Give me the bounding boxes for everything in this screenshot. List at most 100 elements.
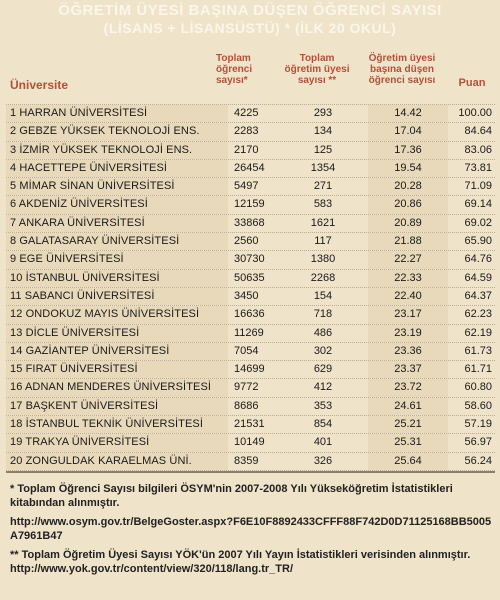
header-ratio: Öğretim üyesi başına düşen öğrenci sayıs…	[368, 53, 436, 86]
score-cell: 61.71	[464, 363, 492, 376]
table-row: 3 İZMİR YÜKSEK TEKNOLOJİ ENS. 2170 125 17.3…	[6, 141, 495, 160]
row-shade-name	[6, 141, 228, 159]
footnote-faculty: ** Toplam Öğretim Üyesi Sayısı YÖK'ün 20…	[10, 548, 492, 576]
university-name-cell: 15 FIRAT ÜNİVERSİTESİ	[10, 363, 138, 376]
footnote-students: * Toplam Öğrenci Sayısı bilgileri ÖSYM'n…	[10, 483, 453, 509]
header-score: Puan	[458, 77, 486, 89]
students-cell: 14699	[234, 363, 265, 376]
university-name-cell: 8 GALATASARAY ÜNİVERSİTESİ	[10, 235, 180, 248]
score-cell: 57.19	[464, 418, 492, 431]
faculty-cell: 117	[314, 235, 332, 248]
ratio-cell: 23.37	[394, 363, 422, 376]
row-shade-ratio	[368, 233, 448, 251]
row-shade-ratio	[368, 214, 448, 233]
university-name-cell: 13 DİCLE ÜNİVERSİTESİ	[10, 326, 140, 339]
students-cell: 21531	[234, 418, 265, 431]
row-shade-name	[6, 233, 228, 251]
footnote-url-yok[interactable]: http://www.yok.gov.tr/content/view/320/1…	[10, 563, 294, 575]
table-row: 6 AKDENİZ ÜNİVERSİTESİ 12159 583 20.86 69.14	[6, 196, 495, 215]
faculty-cell: 154	[313, 289, 333, 302]
notes-divider	[6, 471, 495, 473]
table-row: 8 GALATASARAY ÜNİVERSİTESİ 2560 117 21.88 65…	[6, 233, 495, 252]
score-cell: 71.09	[464, 180, 492, 193]
ratio-cell: 23.19	[394, 326, 422, 339]
ratio-cell: 22.40	[394, 289, 422, 302]
ratio-cell: 17.36	[394, 143, 422, 156]
title-line-2: (LİSANS + LİSANSÜSTÜ) * (İLK 20 OKUL)	[103, 20, 397, 36]
table-row: 7 ANKARA ÜNİVERSİTESİ 33868 1621 20.89 69.02	[6, 214, 495, 234]
students-cell: 12159	[234, 198, 265, 211]
score-cell: 61.73	[464, 344, 492, 357]
ratio-cell: 23.17	[394, 308, 422, 321]
score-cell: 73.81	[464, 161, 492, 174]
table-row: 11 SABANCI ÜNİVERSİTESİ 3450 154 22.40 64.37	[6, 287, 495, 307]
row-shade-ratio	[368, 324, 448, 342]
students-cell: 7054	[234, 344, 259, 357]
row-shade-ratio	[368, 361, 448, 379]
table-row: 15 FIRAT ÜNİVERSİTESİ 14699 629 23.37 61.71	[6, 361, 495, 380]
header-students: Toplam öğrenci sayısı*	[216, 53, 253, 86]
faculty-cell: 1621	[310, 216, 336, 229]
university-name-cell: 19 TRAKYA ÜNİVERSİTESİ	[10, 436, 150, 449]
row-shade-ratio	[368, 452, 448, 470]
table-row: 19 TRAKYA ÜNİVERSİTESİ 10149 401 25.31 56.97	[6, 434, 495, 453]
university-name-cell: 1 HARRAN ÜNİVERSİTESİ	[10, 107, 148, 119]
students-cell: 11269	[234, 326, 264, 339]
university-name-cell: 11 SABANCI ÜNİVERSİTESİ	[10, 289, 155, 302]
university-name-cell: 16 ADNAN MENDERES ÜNİVERSİTESİ	[10, 381, 212, 394]
ratio-cell: 22.27	[394, 253, 422, 266]
ratio-cell: 22.33	[394, 271, 422, 284]
row-shade-name	[6, 269, 228, 287]
score-cell: 56.97	[464, 436, 492, 449]
students-cell: 8686	[234, 399, 259, 412]
students-cell: 30730	[234, 253, 265, 266]
row-shade-ratio	[368, 159, 448, 178]
students-cell: 9772	[234, 381, 259, 394]
faculty-cell: 353	[313, 399, 333, 412]
row-shade-name	[6, 306, 228, 324]
ratio-cell: 25.64	[394, 454, 422, 467]
score-cell: 65.90	[464, 235, 492, 248]
row-shade-name	[6, 178, 228, 196]
university-name-cell: 12 ONDOKUZ MAYIS ÜNİVERSİTESİ	[10, 308, 200, 321]
university-name-cell: 10 İSTANBUL ÜNİVERSİTESİ	[10, 271, 160, 284]
row-shade-ratio	[368, 434, 448, 452]
score-cell: 84.64	[464, 125, 492, 138]
score-cell: 83.06	[464, 143, 492, 156]
students-cell: 26454	[234, 161, 265, 174]
score-cell: 62.19	[464, 326, 492, 339]
row-shade-ratio	[368, 105, 448, 123]
score-cell: 58.60	[464, 399, 492, 412]
university-name-cell: 20 ZONGULDAK KARAELMAS ÜNİ.	[10, 454, 192, 467]
faculty-cell: 326	[313, 454, 333, 467]
university-name-cell: 5 MİMAR SİNAN ÜNİVERSİTESİ	[10, 180, 175, 193]
students-cell: 16636	[234, 308, 265, 321]
score-cell: 56.24	[464, 454, 492, 467]
row-shade-name	[6, 105, 228, 123]
faculty-cell: 854	[313, 418, 333, 431]
score-cell: 69.02	[464, 216, 492, 229]
ratio-cell: 25.31	[394, 436, 422, 449]
score-cell: 62.23	[464, 308, 492, 321]
row-shade-ratio	[368, 251, 448, 269]
row-shade-name	[6, 324, 228, 342]
students-cell: 8359	[234, 454, 259, 467]
table-row: 20 ZONGULDAK KARAELMAS ÜNİ. 8359 326 25.64 5…	[6, 452, 495, 471]
score-cell: 64.76	[464, 253, 492, 266]
score-cell: 64.59	[464, 271, 492, 284]
row-shade-ratio	[368, 196, 448, 214]
ratio-cell: 20.86	[394, 198, 422, 211]
row-shade-name	[6, 361, 228, 379]
title-line-1: ÖĞRETİM ÜYESİ BAŞINA DÜŞEN ÖĞRENCİ SAYIS…	[58, 2, 442, 19]
ratio-cell: 20.28	[394, 180, 422, 193]
footnote-url-osym[interactable]: http://www.osym.gov.tr/BelgeGoster.aspx?…	[10, 516, 492, 542]
score-cell: 69.14	[464, 198, 492, 211]
university-name-cell: 4 HACETTEPE ÜNİVERSİTESİ	[10, 161, 168, 174]
students-cell: 50635	[234, 271, 265, 284]
row-shade-name	[6, 287, 228, 306]
faculty-cell: 293	[313, 107, 333, 119]
ratio-cell: 14.42	[394, 107, 422, 119]
table-row: 17 BAŞKENT ÜNİVERSİTESİ 8686 353 24.61 58.60	[6, 397, 495, 417]
ratio-cell: 25.21	[394, 418, 422, 431]
